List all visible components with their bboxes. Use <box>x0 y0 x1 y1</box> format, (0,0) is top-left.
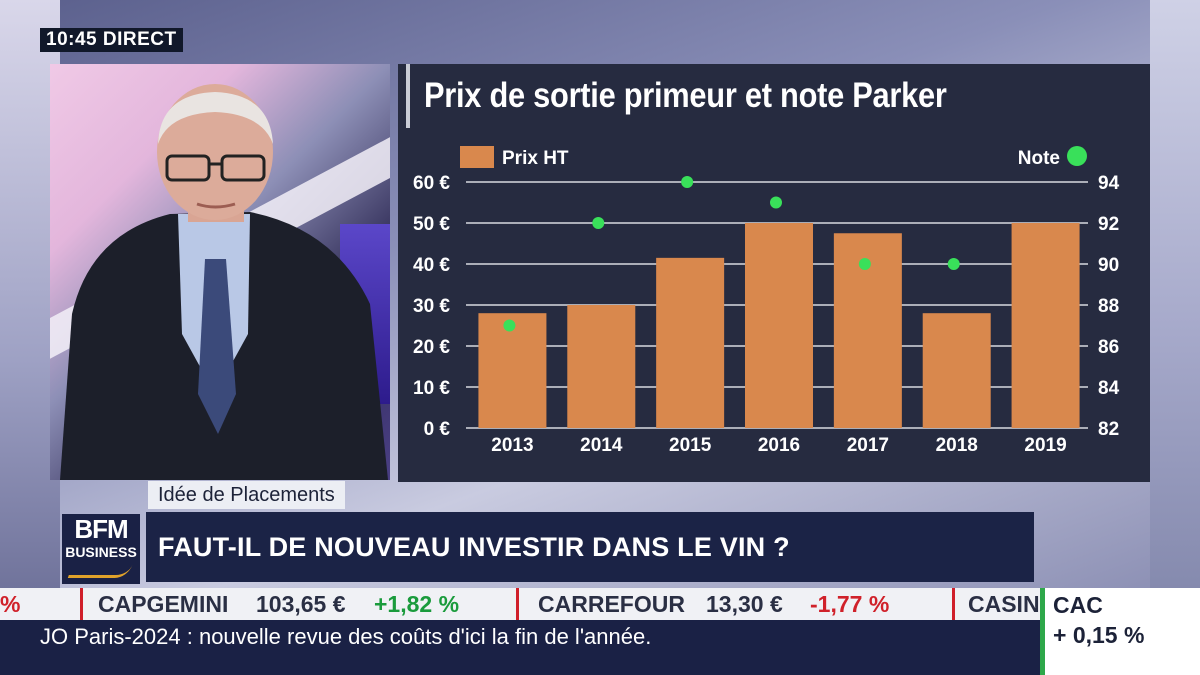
index-name: CAC <box>1053 592 1103 618</box>
y-right-tick-label: 92 <box>1098 214 1119 235</box>
headline-banner: FAUT-IL DE NOUVEAU INVESTIR DANS LE VIN … <box>146 512 1034 582</box>
presenter-figure <box>60 84 388 480</box>
note-point <box>681 176 694 188</box>
y-right-tick-label: 86 <box>1098 337 1119 358</box>
ticker-item-change: -1,77 % <box>810 591 890 617</box>
x-tick-label: 2019 <box>1024 435 1066 456</box>
y-left-tick-label: 50 € <box>413 214 450 235</box>
ticker-item-change: % <box>0 591 21 617</box>
ticker-separator <box>80 588 83 620</box>
y-left-tick-label: 30 € <box>413 296 450 317</box>
note-point <box>592 217 605 229</box>
chart-title: Prix de sortie primeur et note Parker <box>424 76 947 115</box>
x-tick-label: 2013 <box>491 435 533 456</box>
x-tick-label: 2018 <box>936 435 978 456</box>
presenter-video <box>50 64 390 480</box>
live-clock-badge: 10:45 DIRECT <box>40 28 183 52</box>
ticker-separator <box>516 588 519 620</box>
bar <box>567 305 636 428</box>
bar <box>922 313 991 428</box>
studio-background-right <box>1150 0 1200 590</box>
title-accent-bar <box>406 64 410 128</box>
index-change: + 0,15 % <box>1053 622 1145 648</box>
ticker-item-price: 13,30 € <box>706 591 783 617</box>
y-left-tick-label: 20 € <box>413 337 450 358</box>
segment-tag: Idée de Placements <box>148 481 345 509</box>
legend-label-prix: Prix HT <box>502 148 569 169</box>
y-left-tick-label: 0 € <box>424 419 451 440</box>
y-right-tick-label: 88 <box>1098 296 1119 317</box>
ticker-item-price: 103,65 € <box>256 591 346 617</box>
note-point <box>947 258 960 270</box>
bar <box>478 313 547 428</box>
ticker-item-name: CARREFOUR <box>538 591 685 617</box>
note-point <box>770 196 782 209</box>
y-right-tick-label: 84 <box>1098 378 1120 399</box>
logo-swoosh <box>67 565 133 578</box>
note-point <box>503 319 516 332</box>
chart-plot: 0 € 10 € 20 € 30 € 40 € 50 € 60 € 82 84 86 88 90 92 9… <box>413 146 1120 456</box>
y-right-tick-label: 94 <box>1098 173 1120 194</box>
y-left-tick-label: 60 € <box>413 173 450 194</box>
ticker-item-change: +1,82 % <box>374 591 460 617</box>
x-tick-label: 2017 <box>847 435 889 456</box>
y-left-tick-label: 40 € <box>413 255 450 276</box>
x-tick-label: 2014 <box>580 435 623 456</box>
ticker-item-name: CAPGEMINI <box>98 591 229 617</box>
x-tick-label: 2016 <box>758 435 800 456</box>
y-right-tick-label: 90 <box>1098 255 1119 276</box>
x-tick-label: 2015 <box>669 435 712 456</box>
y-right-tick-label: 82 <box>1098 419 1119 440</box>
bar <box>745 223 813 428</box>
y-left-tick-label: 10 € <box>413 378 450 399</box>
bfm-business-logo: BFM BUSINESS <box>62 514 140 584</box>
ticker-separator <box>952 588 955 620</box>
note-point <box>858 258 871 270</box>
cac-index-box: CAC + 0,15 % <box>1040 588 1200 675</box>
stock-ticker: % CAPGEMINI 103,65 € +1,82 % CARREFOUR 1… <box>0 588 1040 620</box>
legend-swatch-prix <box>460 146 494 168</box>
ticker-item-name: CASIN <box>968 591 1040 617</box>
legend-swatch-note <box>1067 146 1087 166</box>
chart-panel: Prix de sortie primeur et note Parker 0 … <box>398 64 1150 482</box>
logo-bottom-text: BUSINESS <box>65 544 137 560</box>
legend-label-note: Note <box>1018 148 1060 169</box>
logo-top-text: BFM <box>74 514 128 544</box>
bar <box>656 257 725 428</box>
news-crawl: JO Paris-2024 : nouvelle revue des coûts… <box>0 620 1040 675</box>
bar <box>1011 223 1080 428</box>
